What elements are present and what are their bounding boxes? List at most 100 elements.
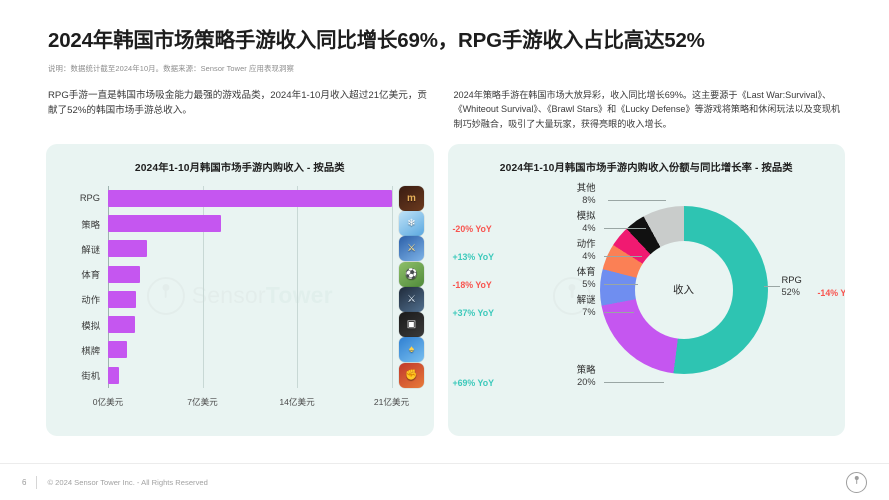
- app-icon-slot: ⚔: [396, 236, 428, 262]
- app-icon-glyph: ⚔: [407, 293, 416, 305]
- donut-yoy-策略: +69% YoY: [452, 377, 494, 388]
- donut-ring: 收入: [599, 205, 768, 374]
- donut-label-pct: 4%: [582, 223, 596, 234]
- intro-section: RPG手游一直是韩国市场吸金能力最强的游戏品类，2024年1-10月收入超过21…: [0, 74, 889, 132]
- bar-chart-gridlines: [108, 185, 393, 388]
- bar-row[interactable]: 棋牌: [81, 337, 392, 362]
- donut-chart-card: 2024年1-10月韩国市场手游内购收入份额与同比增长率 - 按品类 Senso…: [447, 143, 846, 436]
- page-subtitle: 说明：数据统计截至2024年10月。数据来源：Sensor Tower 应用表现…: [48, 63, 294, 73]
- bar-category-label: 解谜: [81, 244, 100, 255]
- bar-row[interactable]: 策略: [81, 211, 392, 236]
- donut-label-策略[interactable]: 策略 20%: [451, 364, 596, 389]
- footer-divider: [36, 475, 38, 489]
- app-icon-glyph: ▣: [406, 319, 417, 331]
- bar-category-label: 棋牌: [81, 345, 100, 356]
- page-title: 2024年韩国市场策略手游收入同比增长69%，RPG手游收入占比高达52%: [48, 29, 705, 52]
- donut-chart-title: 2024年1-10月韩国市场手游内购收入份额与同比增长率 - 按品类: [499, 162, 793, 174]
- arcade-fighter-icon[interactable]: ✊: [399, 362, 424, 388]
- bar-解谜[interactable]: [108, 240, 148, 258]
- bar-category-label: 动作: [81, 295, 100, 306]
- bar-row[interactable]: 街机: [81, 363, 392, 388]
- bar-row[interactable]: 动作: [81, 287, 392, 312]
- donut-center-label: 收入: [634, 240, 733, 339]
- header: 2024年韩国市场策略手游收入同比增长69%，RPG手游收入占比高达52% 说明…: [0, 0, 889, 74]
- soccer-manager-icon[interactable]: ⚽: [399, 261, 424, 287]
- donut-label-pct: 5%: [582, 279, 596, 290]
- the-war-of-genesis-icon[interactable]: ⚔: [399, 286, 424, 312]
- footer: 6 © 2024 Sensor Tower Inc. - All Rights …: [0, 463, 889, 500]
- bar-chart-plot: RPG 策略解谜体育动作模拟棋牌街机: [80, 185, 393, 388]
- donut-label-体育[interactable]: 体育 5%: [451, 266, 596, 291]
- app-icon-glyph: ❄: [407, 218, 416, 230]
- app-icon-slot: m: [396, 185, 428, 211]
- donut-leader-line: [603, 255, 642, 257]
- donut-leader-line: [607, 199, 666, 201]
- bar-chart-y-axis: [108, 185, 109, 388]
- donut-leader-line: [603, 227, 646, 229]
- donut-label-pct: 4%: [582, 251, 596, 262]
- app-icon-glyph: m: [407, 192, 416, 204]
- odin-valhalla-rising-icon[interactable]: m: [399, 185, 424, 211]
- donut-chart: 收入 RPG 52% -14% YoY 策略 20% +69% YoY 解谜 7% +37% Y…: [448, 178, 846, 426]
- bar-街机[interactable]: [108, 366, 119, 384]
- page-number: 6: [22, 477, 27, 487]
- donut-label-其他[interactable]: 其他 8%: [451, 182, 596, 207]
- bar-体育[interactable]: [108, 265, 141, 283]
- pokerface-icon[interactable]: ♠: [399, 337, 424, 363]
- bar-row[interactable]: 模拟: [81, 312, 392, 337]
- bar-row[interactable]: 解谜: [81, 236, 392, 261]
- app-icon-slot: ⚔: [396, 286, 428, 312]
- app-icon-glyph: ⚔: [407, 243, 416, 255]
- donut-leader-line: [603, 283, 638, 285]
- donut-label-pct: 52%: [781, 287, 800, 298]
- gridline-21: [391, 185, 393, 388]
- bar-category-label: 模拟: [81, 320, 100, 331]
- bar-row[interactable]: RPG: [80, 186, 392, 211]
- intro-left-text: RPG手游一直是韩国市场吸金能力最强的游戏品类，2024年1-10月收入超过21…: [48, 89, 428, 117]
- donut-label-name: 模拟: [576, 209, 596, 221]
- donut-label-pct: 8%: [582, 195, 596, 206]
- donut-yoy-模拟: -20% YoY: [452, 223, 492, 234]
- roblox-icon[interactable]: ▣: [399, 312, 424, 338]
- app-icon-slot: ▣: [396, 312, 428, 338]
- bar-动作[interactable]: [108, 290, 137, 308]
- x-tick-label: 21亿美元: [373, 396, 410, 407]
- gridline-14: [297, 185, 298, 388]
- donut-yoy-体育: -18% YoY: [452, 279, 492, 290]
- bar-模拟[interactable]: [108, 316, 135, 334]
- x-tick-label: 14亿美元: [279, 396, 315, 407]
- bar-chart-app-icons: m ❄ ⚔ ⚽ ⚔ ▣ ♠ ✊: [396, 185, 428, 388]
- app-icon-slot: ❄: [396, 211, 428, 237]
- intro-right-text: 2024年策略手游在韩国市场大放异彩，收入同比增长69%。这主要源于《Last …: [453, 89, 841, 130]
- donut-leader-line: [763, 285, 780, 287]
- bar-row[interactable]: 体育: [81, 262, 392, 287]
- gridline-7: [202, 185, 204, 388]
- lucky-defense-icon[interactable]: ⚔: [399, 236, 424, 262]
- app-icon-slot: ⚽: [396, 261, 428, 287]
- whiteout-survival-icon[interactable]: ❄: [399, 211, 424, 237]
- donut-label-name: 体育: [576, 265, 596, 277]
- donut-label-RPG[interactable]: RPG 52%: [782, 274, 802, 299]
- donut-label-动作[interactable]: 动作 4%: [451, 238, 596, 263]
- donut-leader-line: [603, 311, 634, 313]
- x-tick-label: 7亿美元: [187, 396, 218, 407]
- donut-label-name: 策略: [576, 363, 596, 375]
- app-icon-slot: ♠: [396, 337, 428, 363]
- app-icon-glyph: ⚽: [405, 268, 418, 280]
- donut-yoy-RPG: -14% YoY: [817, 287, 846, 298]
- sensor-tower-logo-icon: [846, 471, 867, 493]
- bar-category-label: 策略: [81, 219, 100, 230]
- bar-棋牌[interactable]: [108, 341, 127, 359]
- bar-category-label: RPG: [79, 193, 100, 204]
- copyright-text: © 2024 Sensor Tower Inc. - All Rights Re…: [47, 477, 208, 487]
- donut-label-解谜[interactable]: 解谜 7%: [451, 294, 596, 319]
- donut-label-name: 动作: [576, 237, 596, 249]
- intro-right: 2024年策略手游在韩国市场大放异彩，收入同比增长69%。这主要源于《Last …: [454, 88, 842, 132]
- bar-RPG[interactable]: [108, 189, 392, 207]
- app-icon-glyph: ♠: [408, 344, 415, 356]
- bar-chart-bars: RPG 策略解谜体育动作模拟棋牌街机: [80, 186, 392, 388]
- donut-label-模拟[interactable]: 模拟 4%: [451, 210, 596, 235]
- donut-label-name: 解谜: [576, 293, 596, 305]
- bar-策略[interactable]: [108, 215, 222, 233]
